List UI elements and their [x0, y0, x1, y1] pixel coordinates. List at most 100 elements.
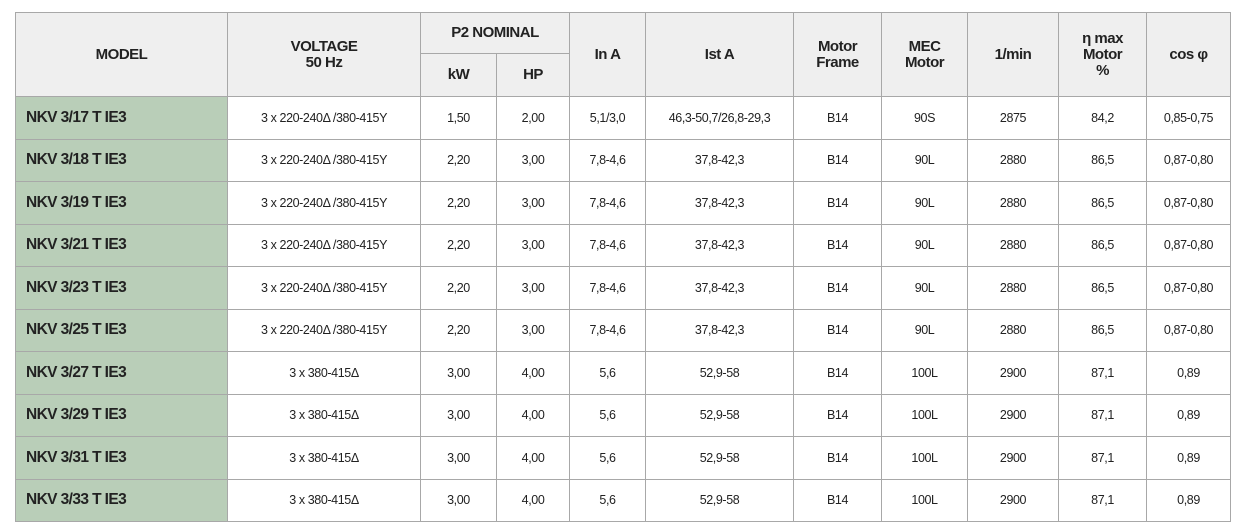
data-cell: 2,00 — [495, 96, 571, 140]
data-cell: 3,00 — [495, 181, 571, 225]
header-cell: Motor Frame — [793, 12, 883, 97]
data-cell: B14 — [793, 223, 883, 267]
model-cell: NKV 3/27 T IE3 — [15, 351, 228, 395]
table-body: NKV 3/17 T IE3 3 x 220-240Δ /380-415Y 1,50… — [15, 96, 1232, 522]
header-line: Frame — [816, 53, 859, 71]
header-line: Motor — [904, 53, 945, 71]
data-cell: 3,00 — [420, 393, 497, 437]
header-cell: HP — [495, 53, 571, 97]
model-cell: NKV 3/33 T IE3 — [15, 478, 228, 522]
data-row: NKV 3/23 T IE3 3 x 220-240Δ /380-415Y 2,20… — [15, 266, 1232, 310]
data-cell: 7,8-4,6 — [569, 138, 647, 182]
data-cell: 4,00 — [495, 478, 571, 522]
data-cell: B14 — [793, 351, 883, 395]
data-cell: 2,20 — [420, 308, 497, 352]
data-row: NKV 3/27 T IE3 3 x 380-415Δ 3,00 4,00 5,6 52,… — [15, 351, 1232, 395]
header-line: Motor — [1082, 45, 1123, 63]
data-cell: 7,8-4,6 — [569, 266, 647, 310]
data-cell: 100L — [881, 478, 969, 522]
data-cell: 4,00 — [495, 351, 571, 395]
data-row: NKV 3/25 T IE3 3 x 220-240Δ /380-415Y 2,20… — [15, 308, 1232, 352]
data-cell: 86,5 — [1058, 181, 1148, 225]
data-cell: 90L — [881, 181, 969, 225]
data-cell: 3 x 380-415Δ — [227, 351, 421, 395]
data-cell: 0,87-0,80 — [1146, 266, 1232, 310]
data-cell: 3 x 380-415Δ — [227, 436, 421, 480]
data-cell: B14 — [793, 96, 883, 140]
data-cell: B14 — [793, 393, 883, 437]
table-wrap: MODEL VOLTAGE 50 Hz P2 NOMINAL In A Ist A Moto… — [15, 12, 1232, 522]
header-line: VOLTAGE — [290, 37, 358, 55]
data-cell: 87,1 — [1058, 436, 1148, 480]
header-row: MODEL VOLTAGE 50 Hz P2 NOMINAL In A Ist A Moto… — [15, 12, 1232, 97]
data-cell: 5,6 — [569, 436, 647, 480]
data-cell: 2880 — [967, 308, 1060, 352]
model-cell: NKV 3/29 T IE3 — [15, 393, 228, 437]
data-cell: 90L — [881, 138, 969, 182]
data-cell: 90L — [881, 266, 969, 310]
data-cell: 90L — [881, 308, 969, 352]
data-cell: 2880 — [967, 181, 1060, 225]
model-cell: NKV 3/25 T IE3 — [15, 308, 228, 352]
data-cell: 3 x 380-415Δ — [227, 393, 421, 437]
header-row: kW HP — [16, 53, 1231, 97]
data-cell: 2880 — [967, 266, 1060, 310]
data-cell: 0,87-0,80 — [1146, 223, 1232, 267]
header-cell: In A — [569, 12, 647, 97]
data-cell: 37,8-42,3 — [645, 138, 795, 182]
model-cell: NKV 3/31 T IE3 — [15, 436, 228, 480]
data-cell: B14 — [793, 478, 883, 522]
data-cell: 2,20 — [420, 266, 497, 310]
data-cell: 1,50 — [420, 96, 497, 140]
data-row: NKV 3/29 T IE3 3 x 380-415Δ 3,00 4,00 5,6 52,… — [15, 393, 1232, 437]
data-row: NKV 3/21 T IE3 3 x 220-240Δ /380-415Y 2,20… — [15, 223, 1232, 267]
data-cell: 86,5 — [1058, 266, 1148, 310]
data-cell: 0,87-0,80 — [1146, 138, 1232, 182]
data-cell: 2900 — [967, 393, 1060, 437]
data-cell: 86,5 — [1058, 138, 1148, 182]
data-cell: 2900 — [967, 351, 1060, 395]
data-cell: 90S — [881, 96, 969, 140]
data-cell: 4,00 — [495, 436, 571, 480]
data-cell: 2875 — [967, 96, 1060, 140]
data-row: NKV 3/18 T IE3 3 x 220-240Δ /380-415Y 2,20… — [15, 138, 1232, 182]
header-line: Motor — [817, 37, 858, 55]
data-cell: 87,1 — [1058, 351, 1148, 395]
data-cell: 3 x 220-240Δ /380-415Y — [227, 308, 421, 352]
model-cell: NKV 3/23 T IE3 — [15, 266, 228, 310]
data-cell: 5,6 — [569, 393, 647, 437]
data-cell: 3,00 — [495, 266, 571, 310]
data-cell: 5,6 — [569, 351, 647, 395]
data-cell: 0,89 — [1146, 436, 1232, 480]
data-cell: 100L — [881, 436, 969, 480]
data-cell: 52,9-58 — [645, 393, 795, 437]
data-cell: 2,20 — [420, 181, 497, 225]
data-cell: B14 — [793, 308, 883, 352]
data-cell: B14 — [793, 266, 883, 310]
data-cell: 3 x 220-240Δ /380-415Y — [227, 96, 421, 140]
data-cell: 84,2 — [1058, 96, 1148, 140]
header-cell: Ist A — [645, 12, 795, 97]
data-cell: 2900 — [967, 436, 1060, 480]
data-cell: 3 x 220-240Δ /380-415Y — [227, 138, 421, 182]
data-cell: 0,89 — [1146, 351, 1232, 395]
data-cell: 46,3-50,7/26,8-29,3 — [645, 96, 795, 140]
data-cell: 87,1 — [1058, 393, 1148, 437]
data-cell: 0,89 — [1146, 393, 1232, 437]
data-row: NKV 3/31 T IE3 3 x 380-415Δ 3,00 4,00 5,6 52,… — [15, 436, 1232, 480]
data-cell: 3 x 220-240Δ /380-415Y — [227, 223, 421, 267]
data-row: NKV 3/17 T IE3 3 x 220-240Δ /380-415Y 1,50… — [15, 96, 1232, 140]
header-cell: P2 NOMINAL — [419, 12, 571, 54]
data-cell: 2,20 — [420, 138, 497, 182]
data-cell: 90L — [881, 223, 969, 267]
data-cell: 100L — [881, 393, 969, 437]
data-cell: 7,8-4,6 — [569, 223, 647, 267]
data-cell: 2,20 — [420, 223, 497, 267]
header-line: MEC — [908, 37, 941, 55]
data-cell: 52,9-58 — [645, 478, 795, 522]
data-cell: B14 — [793, 181, 883, 225]
header-line: 50 Hz — [305, 53, 343, 71]
data-cell: 87,1 — [1058, 478, 1148, 522]
header-cell: MODEL — [15, 12, 228, 97]
